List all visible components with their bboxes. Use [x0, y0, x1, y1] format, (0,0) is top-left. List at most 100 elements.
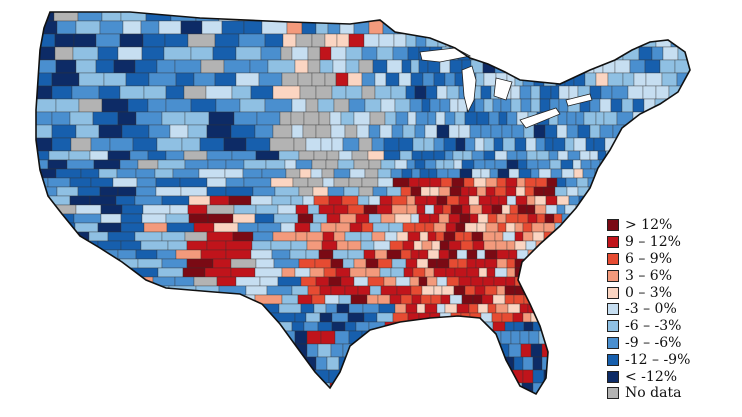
county-cell	[347, 249, 365, 260]
county-cell	[448, 249, 458, 260]
county-cell	[446, 396, 455, 409]
county-cell	[332, 59, 347, 74]
county-cell	[462, 12, 475, 22]
county-cell	[556, 20, 569, 35]
county-cell	[335, 72, 349, 87]
county-cell	[225, 240, 253, 251]
county-cell	[425, 330, 439, 345]
county-cell	[140, 20, 160, 35]
county-cell	[36, 231, 49, 242]
county-cell	[554, 222, 566, 233]
county-cell	[573, 267, 587, 278]
county-cell	[291, 321, 305, 332]
county-cell	[458, 195, 470, 206]
county-cell	[117, 111, 137, 126]
county-cell	[235, 276, 261, 287]
county-cell	[579, 213, 589, 224]
county-cell	[186, 240, 208, 251]
county-cell	[100, 213, 122, 224]
county-cell	[375, 330, 390, 345]
county-cell	[305, 98, 319, 113]
county-cell	[557, 150, 569, 161]
county-cell	[309, 267, 325, 278]
county-cell	[433, 72, 446, 87]
county-cell	[631, 204, 645, 215]
county-cell	[294, 222, 311, 233]
county-cell	[267, 59, 296, 74]
county-cell	[436, 303, 446, 314]
county-cell	[363, 204, 378, 215]
county-cell	[281, 294, 299, 305]
county-cell	[550, 85, 560, 100]
county-cell	[394, 213, 412, 224]
county-cell	[436, 276, 448, 287]
county-cell	[137, 159, 159, 170]
county-cell	[415, 111, 429, 126]
county-cell	[99, 396, 120, 409]
county-cell	[51, 124, 77, 139]
county-cell	[377, 258, 393, 269]
county-cell	[78, 72, 105, 87]
county-cell	[278, 150, 300, 161]
county-cell	[69, 177, 92, 188]
county-cell	[206, 204, 235, 215]
county-cell	[326, 356, 340, 371]
county-cell	[621, 98, 634, 113]
county-cell	[331, 312, 349, 323]
county-cell	[489, 382, 501, 394]
county-cell	[356, 124, 370, 139]
legend-label: 3 – 6%	[625, 267, 673, 284]
county-cell	[549, 312, 562, 323]
county-cell	[471, 150, 485, 161]
county-cell	[655, 159, 672, 170]
county-cell	[332, 249, 349, 260]
county-cell	[383, 276, 397, 287]
county-cell	[580, 330, 590, 345]
county-cell	[167, 240, 188, 251]
county-cell	[532, 369, 545, 384]
county-cell	[324, 33, 338, 48]
county-cell	[454, 267, 468, 278]
county-cell	[470, 343, 480, 358]
county-cell	[216, 276, 237, 287]
county-cell	[570, 285, 582, 296]
county-cell	[319, 285, 332, 296]
county-cell	[297, 72, 313, 87]
county-cell	[353, 276, 369, 287]
county-cell	[632, 98, 645, 113]
county-cell	[231, 150, 257, 161]
county-cell	[516, 59, 527, 74]
county-cell	[496, 285, 506, 296]
county-cell	[389, 294, 402, 305]
county-cell	[584, 72, 597, 87]
county-cell	[215, 98, 241, 113]
county-cell	[583, 294, 596, 305]
county-cell	[298, 12, 312, 22]
county-cell	[76, 343, 96, 358]
county-cell	[617, 12, 632, 22]
county-cell	[303, 321, 319, 332]
county-cell	[542, 59, 552, 74]
county-cell	[257, 222, 282, 233]
county-cell	[433, 222, 447, 233]
county-cell	[683, 98, 690, 113]
county-cell	[135, 186, 157, 197]
county-cell	[310, 12, 328, 22]
county-cell	[278, 303, 302, 314]
county-cell	[697, 178, 708, 187]
county-cell	[289, 249, 307, 260]
county-cell	[639, 159, 657, 170]
county-cell	[496, 249, 510, 260]
county-cell	[348, 98, 366, 113]
county-cell	[593, 137, 606, 152]
county-cell	[481, 204, 493, 215]
county-cell	[36, 85, 53, 100]
county-cell	[571, 356, 581, 371]
county-cell	[170, 382, 197, 394]
county-cell	[495, 303, 509, 314]
county-cell	[544, 382, 557, 394]
county-cell	[188, 343, 208, 358]
county-cell	[330, 124, 346, 139]
county-cell	[188, 396, 210, 409]
county-cell	[66, 159, 95, 170]
